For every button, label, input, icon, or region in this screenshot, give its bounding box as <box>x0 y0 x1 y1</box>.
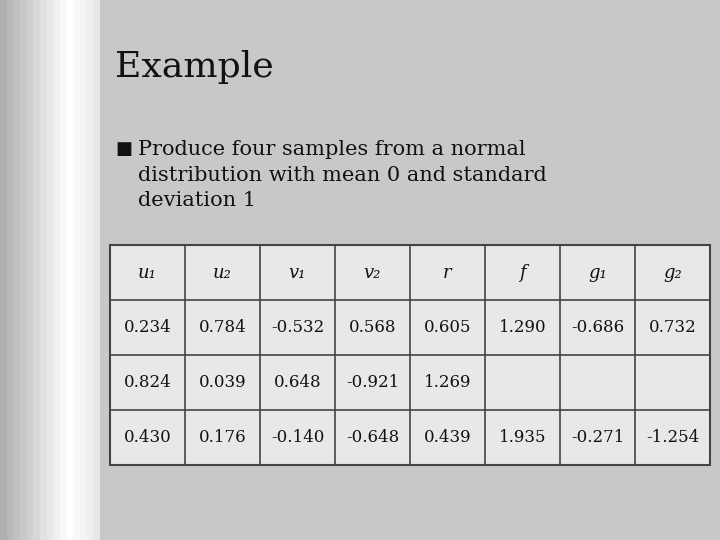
Text: 0.824: 0.824 <box>124 374 171 391</box>
Text: f: f <box>519 264 526 281</box>
Text: -0.921: -0.921 <box>346 374 399 391</box>
Bar <box>110 245 710 465</box>
Bar <box>0 0 6 540</box>
Bar <box>33 0 40 540</box>
Text: 0.234: 0.234 <box>124 319 171 336</box>
Text: 0.176: 0.176 <box>199 429 246 446</box>
Text: 0.732: 0.732 <box>649 319 696 336</box>
Text: 0.439: 0.439 <box>423 429 472 446</box>
Text: -0.532: -0.532 <box>271 319 324 336</box>
Text: 0.039: 0.039 <box>199 374 246 391</box>
Text: g₁: g₁ <box>588 264 607 281</box>
Text: -1.254: -1.254 <box>646 429 699 446</box>
Bar <box>67 0 73 540</box>
Text: 0.605: 0.605 <box>424 319 472 336</box>
Text: -0.686: -0.686 <box>571 319 624 336</box>
Bar <box>53 0 60 540</box>
Text: 0.648: 0.648 <box>274 374 321 391</box>
Bar <box>20 0 27 540</box>
Text: -0.271: -0.271 <box>571 429 624 446</box>
Text: r: r <box>444 264 452 281</box>
Text: 0.784: 0.784 <box>199 319 246 336</box>
Bar <box>47 0 53 540</box>
Bar <box>14 0 20 540</box>
Text: Produce four samples from a normal
distribution with mean 0 and standard
deviati: Produce four samples from a normal distr… <box>138 140 546 211</box>
Text: -0.140: -0.140 <box>271 429 324 446</box>
Bar <box>86 0 94 540</box>
Bar <box>40 0 47 540</box>
Text: g₂: g₂ <box>663 264 682 281</box>
Text: Example: Example <box>115 50 274 84</box>
Text: 1.935: 1.935 <box>499 429 546 446</box>
Text: ■: ■ <box>115 140 132 158</box>
Bar <box>80 0 86 540</box>
Text: 0.430: 0.430 <box>124 429 171 446</box>
Text: v₂: v₂ <box>364 264 381 281</box>
Text: -0.648: -0.648 <box>346 429 399 446</box>
Bar <box>100 0 720 540</box>
Bar <box>73 0 80 540</box>
Bar <box>60 0 67 540</box>
Text: u₂: u₂ <box>213 264 232 281</box>
Text: 0.568: 0.568 <box>348 319 396 336</box>
Bar <box>6 0 14 540</box>
Text: 1.290: 1.290 <box>499 319 546 336</box>
Text: 1.269: 1.269 <box>424 374 472 391</box>
Text: u₁: u₁ <box>138 264 157 281</box>
Bar <box>27 0 33 540</box>
Text: v₁: v₁ <box>289 264 306 281</box>
Bar <box>94 0 100 540</box>
